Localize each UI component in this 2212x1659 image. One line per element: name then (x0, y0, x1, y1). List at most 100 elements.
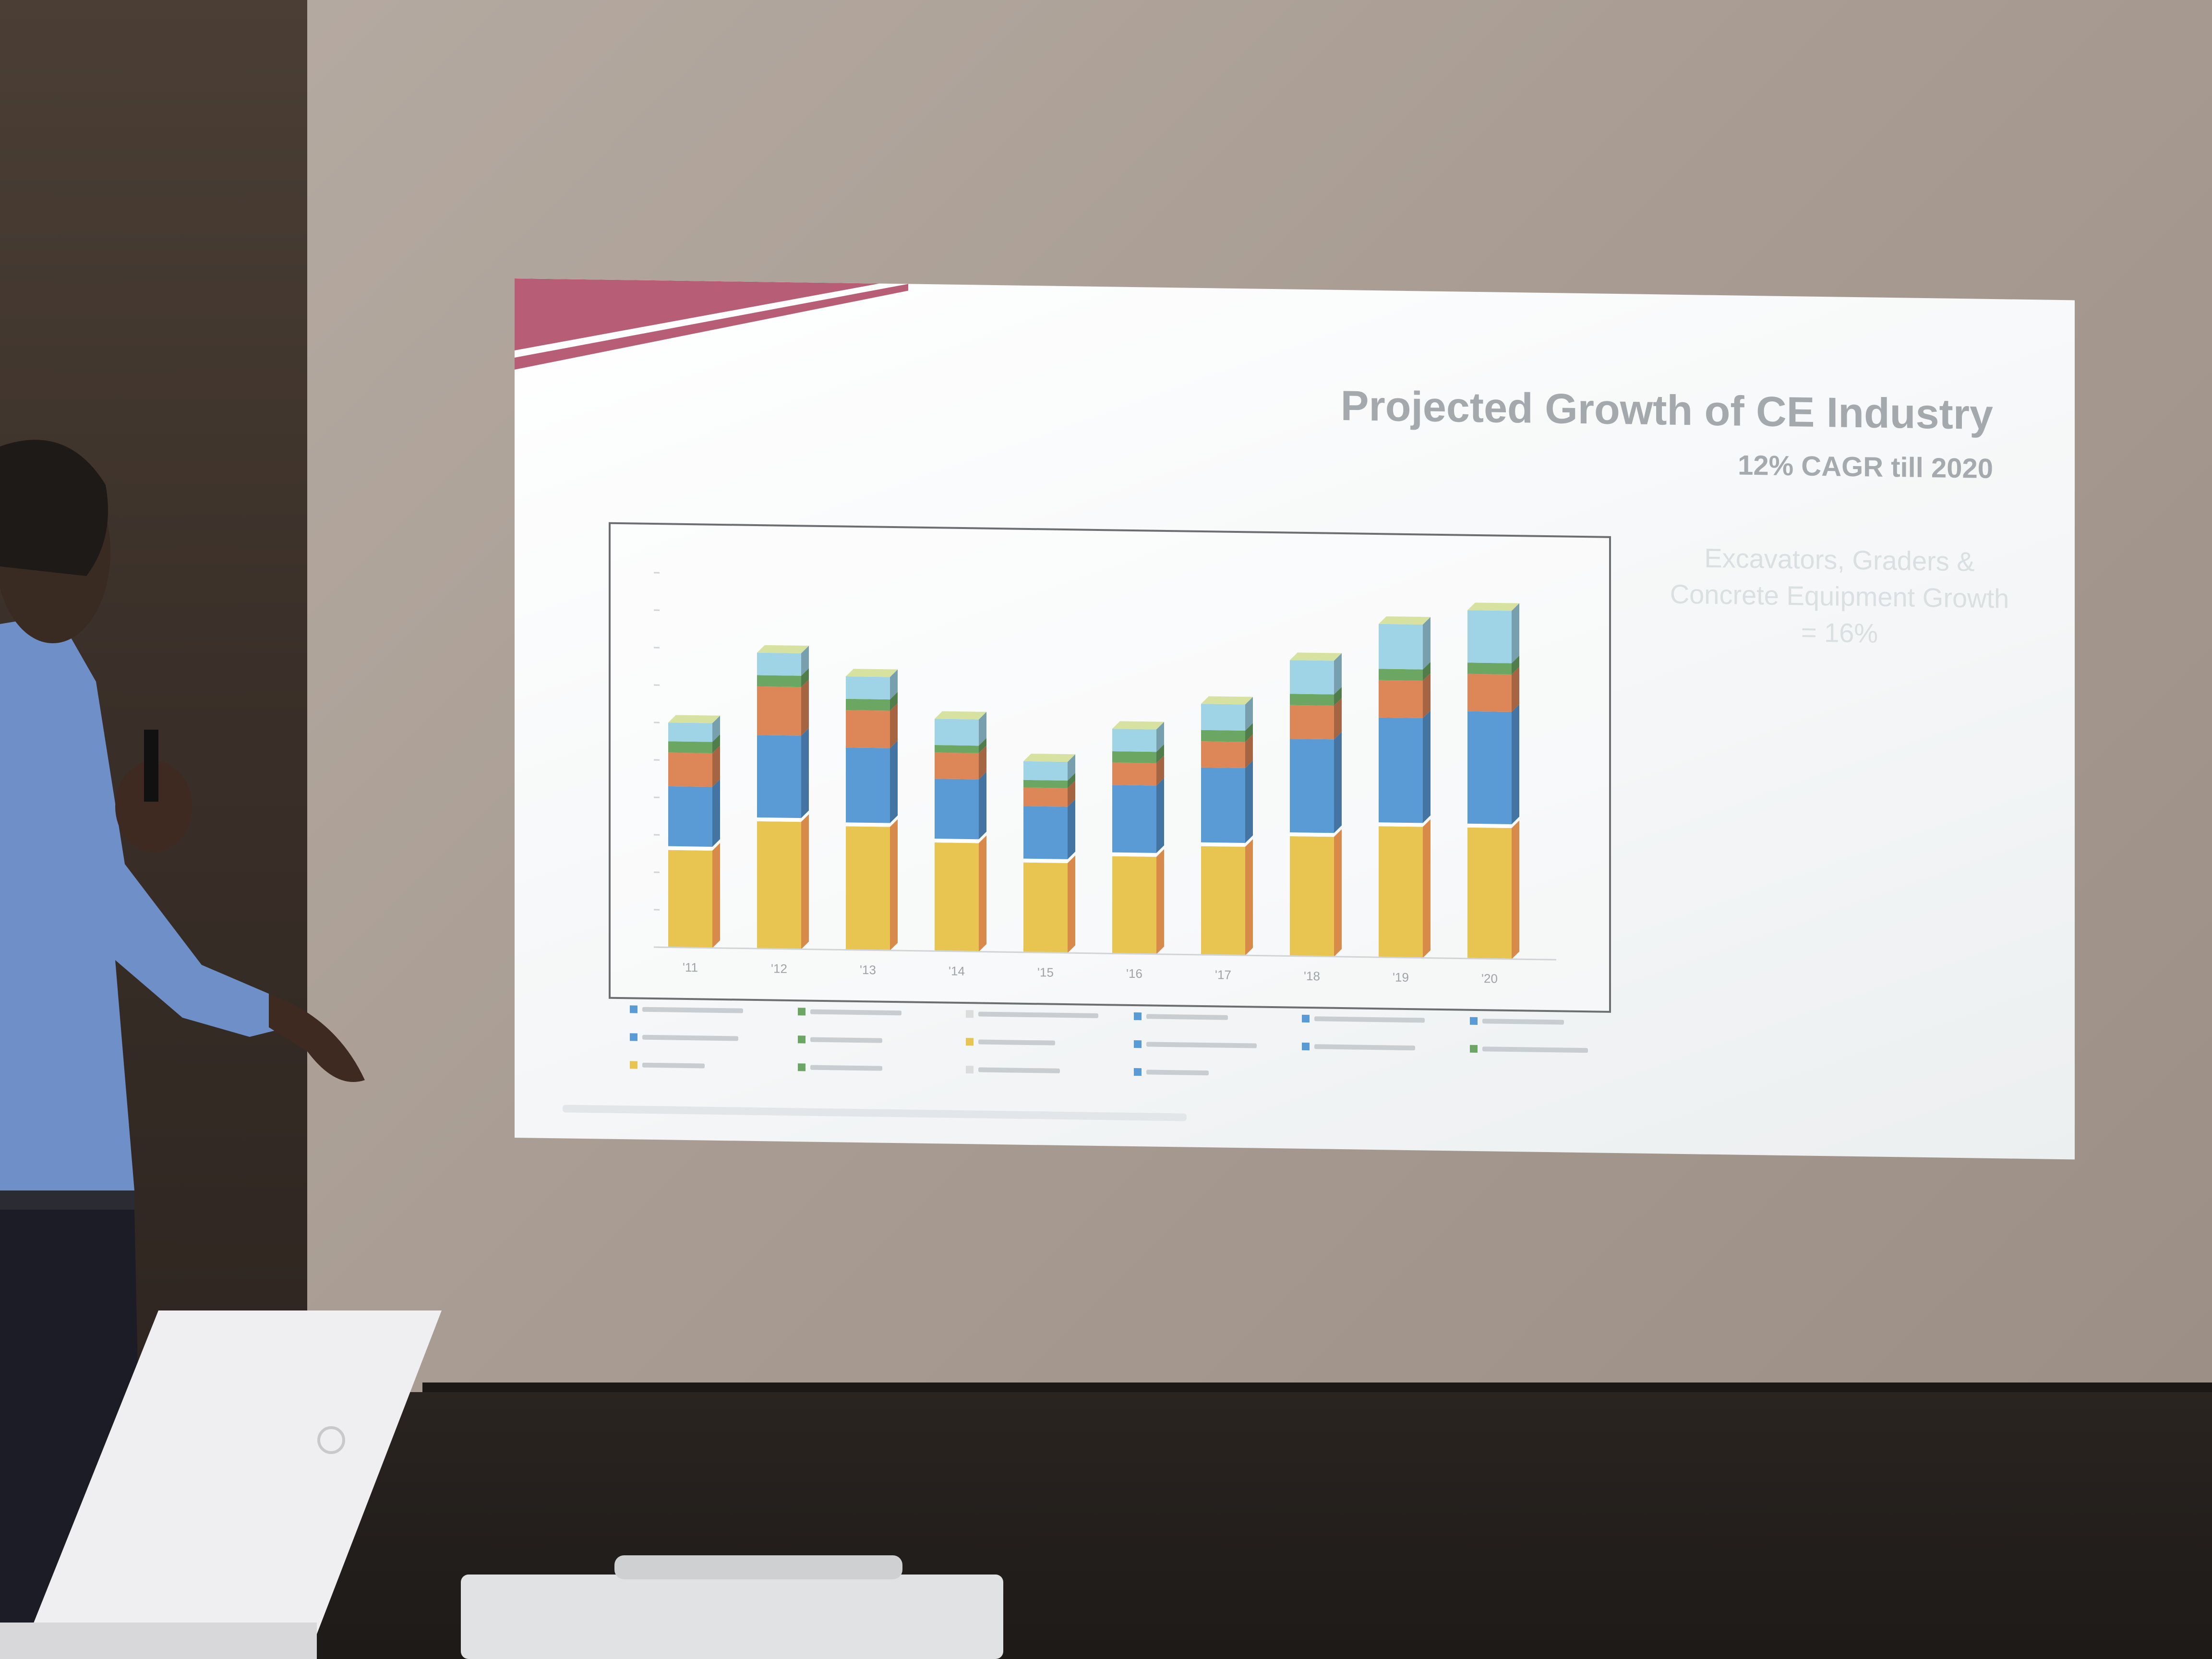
legend-label-blurred (1314, 1016, 1425, 1023)
bar-top-face (668, 715, 720, 723)
bar-segment (1290, 694, 1334, 706)
bar-segment-side (1334, 698, 1342, 740)
bar-segment-side (1423, 617, 1431, 670)
bar-segment (1023, 806, 1068, 859)
legend-swatch (1134, 1012, 1142, 1021)
legend-swatch (630, 1061, 637, 1069)
bar-top-face (1379, 616, 1431, 625)
bar-top-face (846, 669, 898, 677)
bar-segment-gap (1201, 842, 1245, 847)
bar-segment (1023, 761, 1068, 781)
bar-segment (935, 842, 979, 952)
bar-segment (846, 826, 890, 950)
legend-label-blurred (978, 1039, 1055, 1046)
bar-segment (1379, 680, 1423, 719)
bar-segment-side (1068, 754, 1075, 781)
legend-swatch (1470, 1045, 1478, 1053)
bar-segment-gap (1290, 832, 1334, 837)
legend-item (798, 1005, 966, 1021)
bar-segment (668, 752, 712, 787)
bar-segment-side (801, 679, 809, 736)
legend-swatch (1302, 1014, 1310, 1023)
legend-item (1134, 1010, 1302, 1025)
legend-item (966, 1063, 1134, 1079)
legend-item (630, 1002, 798, 1018)
bar-segment (1290, 738, 1334, 833)
bar-segment (1379, 717, 1423, 823)
bar-segment-gap (1112, 852, 1156, 857)
bar-segment-side (1245, 839, 1253, 956)
bar-segment-side (1156, 755, 1164, 786)
stacked-bar-chart: '11 '12 '13 '14 '15 '16 '17 '18 '19 '20 (654, 572, 1556, 986)
legend-item (1470, 1042, 1638, 1058)
bar-segment-side (1156, 778, 1164, 853)
bar-segment (1112, 856, 1156, 954)
bar-segment (1201, 846, 1245, 956)
bar-segment (935, 745, 979, 753)
legend-label-blurred (1482, 1046, 1588, 1053)
legend-label-blurred (810, 1037, 882, 1043)
bar-segment (846, 676, 890, 700)
legend-label-blurred (810, 1065, 882, 1071)
bar-segment-side (979, 711, 986, 746)
bar-segment (1467, 673, 1512, 712)
x-tick-label: '20 (1481, 971, 1498, 986)
bar-segment (757, 821, 801, 950)
bar-segment (1023, 787, 1068, 807)
bar-segment (935, 779, 979, 840)
x-tick-label: '18 (1304, 969, 1320, 983)
bar-segment (846, 710, 890, 748)
bar-segment-side (1512, 704, 1519, 825)
bar-segment (1112, 751, 1156, 763)
legend-item (630, 1030, 798, 1046)
bar-segment-gap (1467, 823, 1512, 829)
bar-top-face (1290, 652, 1342, 661)
bar-segment-side (712, 734, 720, 753)
slide-title: Projected Growth of CE Industry (1340, 382, 1993, 439)
bar-segment-side (801, 814, 809, 950)
bar-segment-side (1245, 697, 1253, 731)
bar-segment-side (1245, 734, 1253, 769)
legend-label-blurred (978, 1011, 1098, 1018)
bar-segment-side (1334, 829, 1342, 957)
bar-segment-side (712, 779, 720, 847)
bar-segment (1112, 762, 1156, 786)
slide-callout: Excavators, Graders & Concrete Equipment… (1670, 542, 2009, 649)
bar-segment-side (1512, 820, 1519, 960)
legend-swatch (966, 1038, 974, 1046)
x-tick-label: '12 (771, 961, 787, 975)
projector (461, 1555, 1003, 1659)
x-tick-label: '14 (949, 964, 965, 978)
x-tick-label: '11 (683, 960, 698, 974)
bar-top-face (1201, 696, 1253, 705)
legend-label-blurred (1482, 1019, 1564, 1025)
x-tick-label: '16 (1126, 966, 1142, 981)
bar-segment-side (1423, 819, 1431, 958)
bar-segment (1112, 785, 1156, 853)
legend-swatch (798, 1008, 805, 1016)
legend-item (630, 1058, 798, 1074)
bar-segment (846, 747, 890, 823)
bar-segment (1467, 610, 1512, 663)
bar-segment-side (801, 728, 809, 818)
bar-segment-side (979, 771, 986, 840)
bar-segment (1290, 660, 1334, 695)
bar-segment (1023, 862, 1068, 953)
legend-item (1302, 1040, 1470, 1056)
bar-segment-side (1512, 667, 1519, 712)
legend-item (798, 1060, 966, 1076)
bar-segment-side (1423, 661, 1431, 681)
legend-item (1134, 1037, 1302, 1053)
bar-segment-gap (668, 846, 712, 851)
legend-swatch (630, 1033, 637, 1041)
bar-segment-side (890, 740, 898, 823)
bar-segment-side (1512, 603, 1519, 663)
bar-segment-side (712, 745, 720, 787)
bar-segment-side (1156, 721, 1164, 752)
bar-segment-side (1068, 799, 1075, 859)
bar-segment-side (890, 819, 898, 950)
legend-item (966, 1007, 1134, 1023)
bar-segment (1201, 767, 1245, 843)
legend-swatch (630, 1005, 637, 1013)
bar-segment-side (1512, 655, 1519, 675)
